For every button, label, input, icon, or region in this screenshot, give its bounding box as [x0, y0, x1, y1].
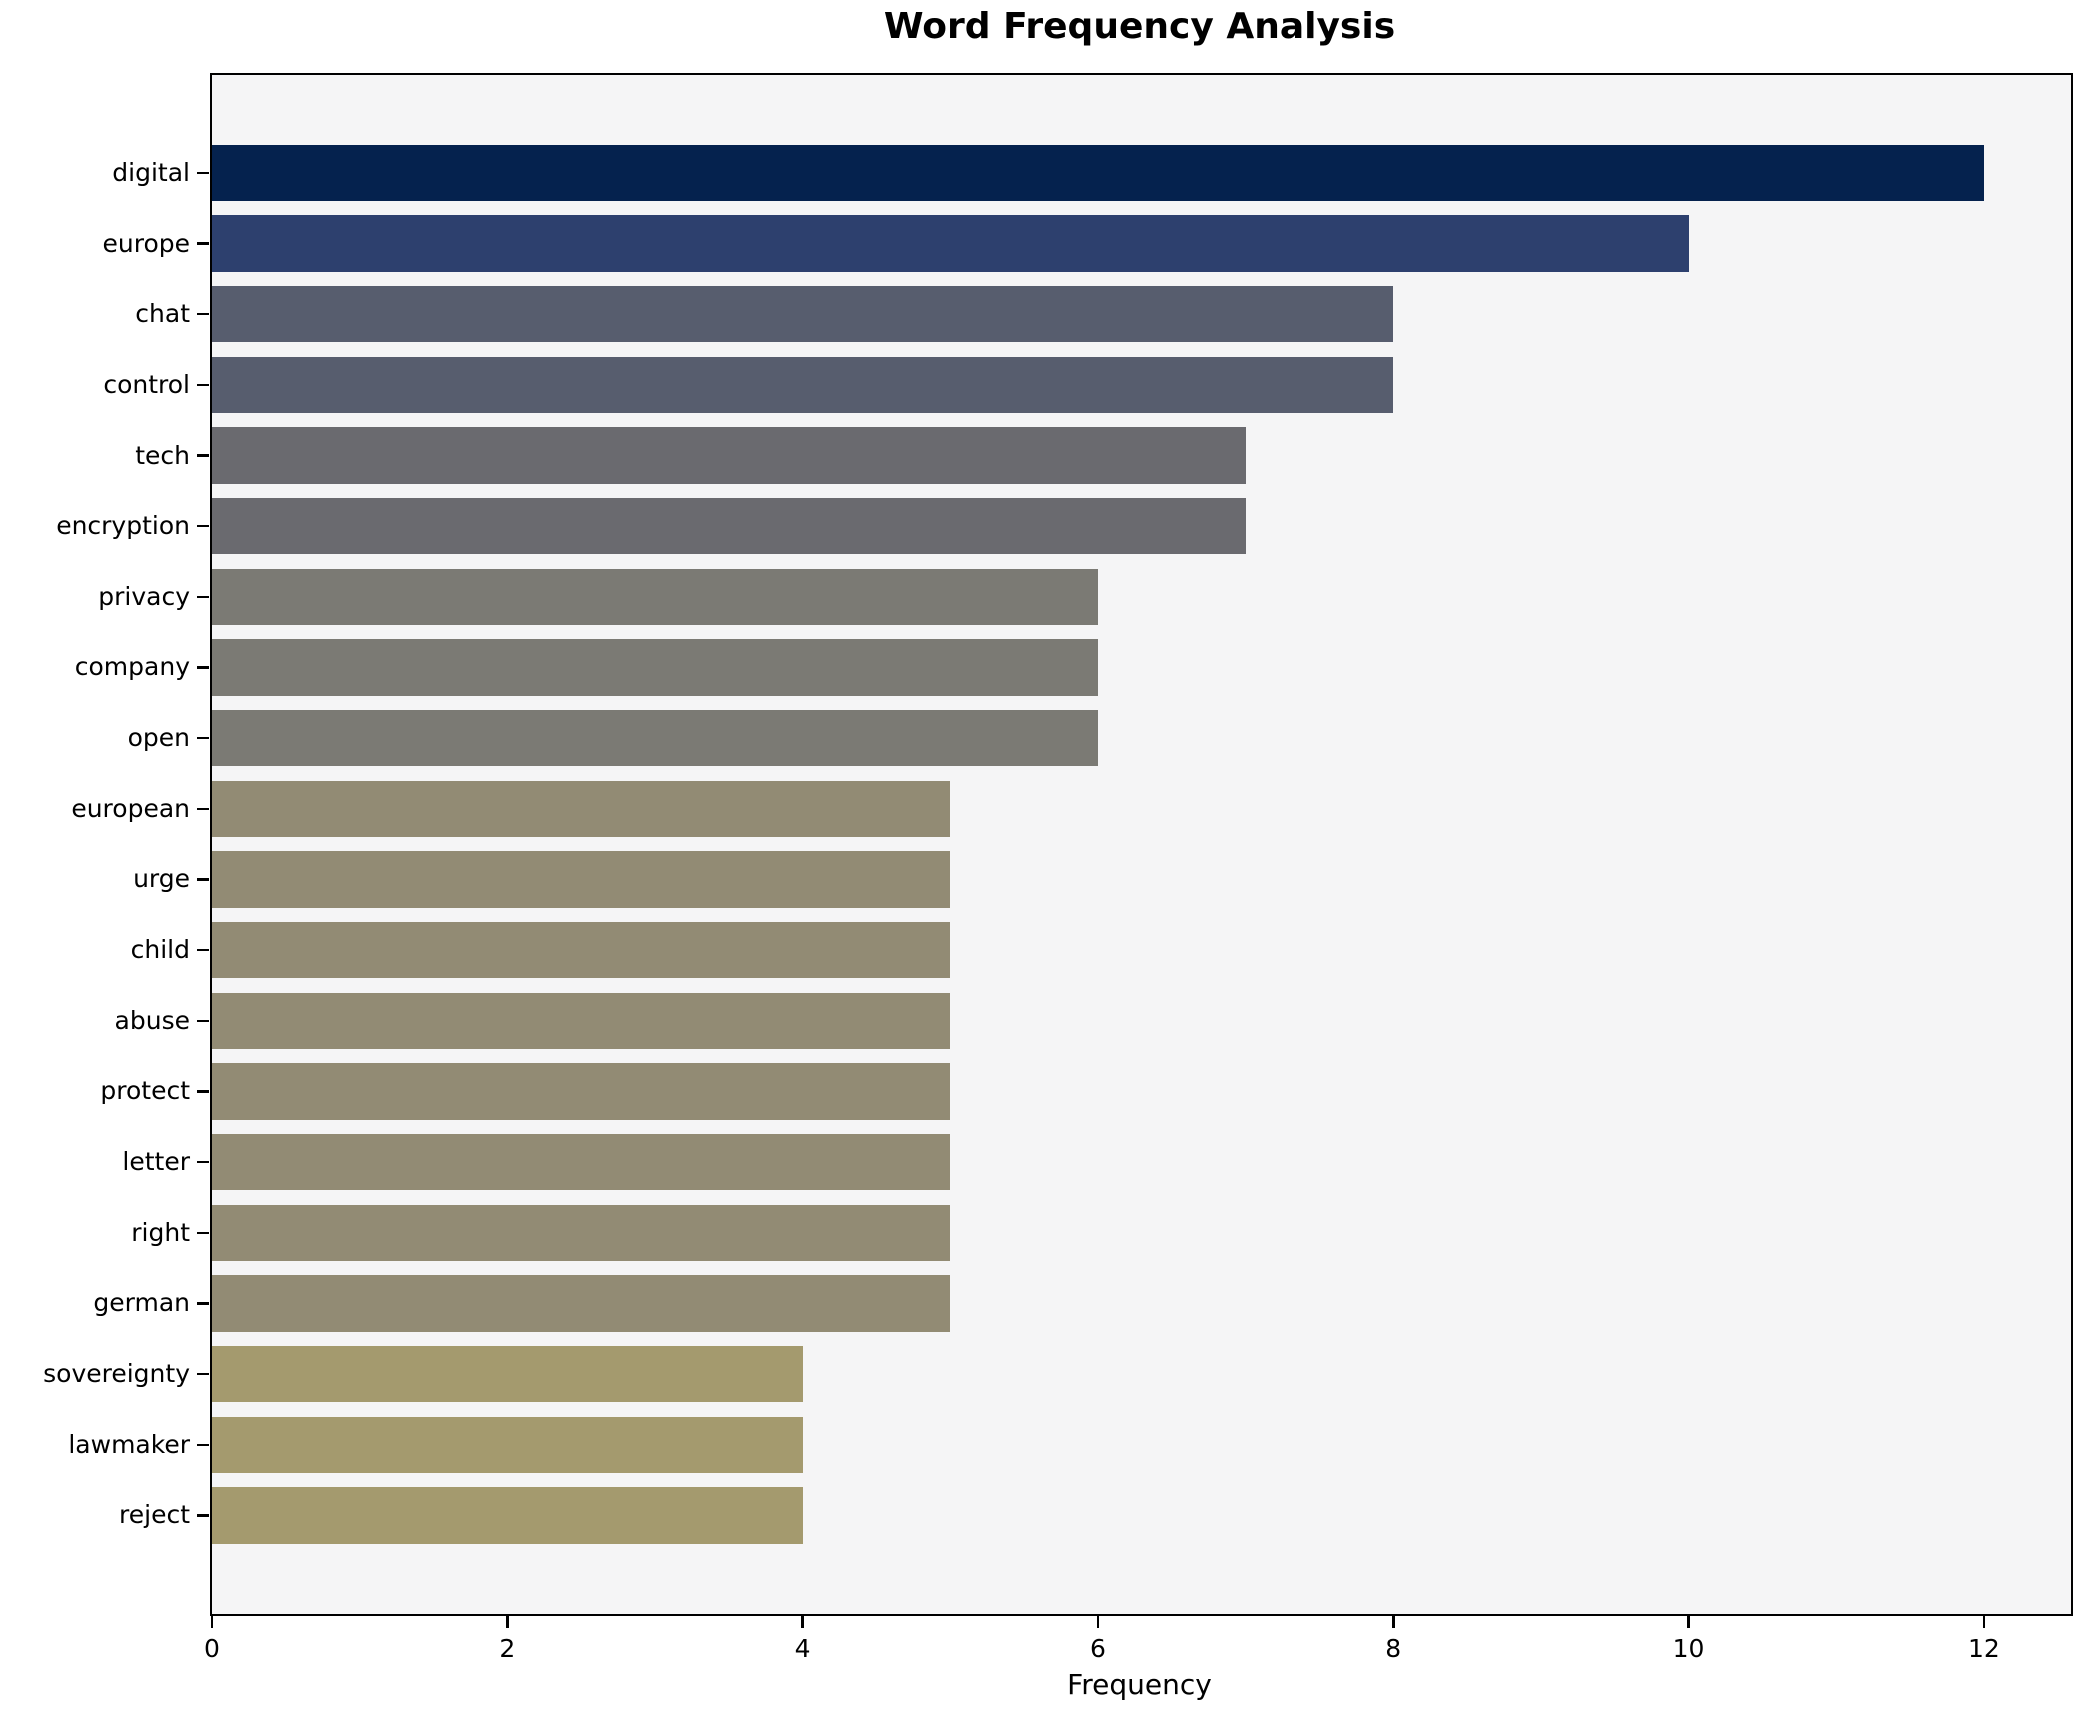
- y-tick-label: privacy: [98, 581, 190, 611]
- y-tick-mark: [197, 383, 209, 387]
- x-axis-label: Frequency: [1067, 1668, 1212, 1701]
- y-tick-mark: [197, 1514, 209, 1517]
- bar-right: [212, 1204, 951, 1262]
- bar-german: [212, 1275, 951, 1332]
- x-tick-label: 10: [1672, 1634, 1705, 1663]
- y-tick-label: tech: [135, 440, 190, 470]
- y-tick-mark: [197, 454, 209, 457]
- bar-digital: [212, 144, 1984, 202]
- y-tick-label: company: [74, 652, 190, 682]
- bar-open: [212, 709, 1098, 767]
- bar-european: [212, 780, 951, 838]
- y-tick-label: sovereignty: [43, 1359, 190, 1389]
- bar-chat: [212, 285, 1394, 343]
- y-tick-mark: [197, 878, 209, 881]
- y-tick-mark: [197, 1372, 209, 1376]
- y-tick-mark: [197, 666, 209, 669]
- y-tick-label: right: [131, 1217, 190, 1247]
- chart-title: Word Frequency Analysis: [883, 6, 1396, 47]
- y-tick-mark: [197, 242, 209, 245]
- bar-urge: [212, 851, 951, 908]
- y-tick-label: control: [103, 369, 190, 399]
- y-tick-mark: [197, 736, 209, 740]
- bar-protect: [212, 1063, 951, 1120]
- y-tick-mark: [197, 948, 209, 952]
- y-tick-label: german: [93, 1288, 190, 1318]
- bar-encryption: [212, 497, 1246, 555]
- x-tick-mark: [210, 1616, 214, 1628]
- y-tick-label: chat: [135, 299, 190, 329]
- y-tick-label: encryption: [56, 511, 190, 541]
- bar-letter: [212, 1133, 951, 1191]
- y-tick-mark: [197, 595, 209, 599]
- y-tick-label: open: [127, 723, 190, 753]
- x-tick-mark: [1982, 1616, 1986, 1628]
- x-tick-mark: [1096, 1616, 1100, 1628]
- y-tick-mark: [197, 1090, 209, 1093]
- y-tick-label: digital: [112, 157, 190, 187]
- bar-reject: [212, 1487, 803, 1544]
- y-tick-mark: [197, 171, 209, 175]
- y-tick-label: protect: [100, 1076, 190, 1106]
- bar-abuse: [212, 992, 951, 1050]
- plot-area: digital europe chat control tech encryption pr…: [43, 73, 2073, 1663]
- y-tick-label: child: [130, 935, 190, 965]
- y-tick-mark: [197, 1443, 209, 1447]
- bar-europe: [212, 215, 1689, 272]
- x-tick-label: 4: [794, 1634, 811, 1663]
- x-tick-label: 6: [1089, 1634, 1106, 1663]
- bar-control: [212, 356, 1394, 414]
- bar-company: [212, 639, 1098, 696]
- x-tick-mark: [506, 1616, 509, 1628]
- y-tick-label: europe: [102, 228, 191, 258]
- y-tick-label: lawmaker: [68, 1429, 190, 1459]
- y-tick-label: abuse: [114, 1005, 190, 1035]
- y-tick-mark: [197, 807, 209, 811]
- y-tick-mark: [197, 1160, 209, 1164]
- y-tick-label: urge: [133, 864, 190, 894]
- y-tick-mark: [197, 1019, 209, 1023]
- y-tick-label: reject: [119, 1500, 190, 1530]
- y-tick-mark: [197, 1231, 209, 1235]
- x-tick-label: 2: [499, 1634, 516, 1663]
- x-tick-mark: [1392, 1616, 1395, 1628]
- bar-privacy: [212, 568, 1098, 626]
- bar-lawmaker: [212, 1416, 803, 1474]
- y-tick-mark: [197, 312, 209, 316]
- x-tick-label: 0: [204, 1634, 220, 1663]
- y-tick-label: letter: [122, 1147, 190, 1177]
- y-tick-mark: [197, 1302, 209, 1305]
- x-tick-mark: [1687, 1616, 1690, 1628]
- y-tick-label: european: [71, 793, 190, 823]
- bar-child: [212, 921, 951, 979]
- bar-tech: [212, 427, 1246, 484]
- x-tick-label: 12: [1967, 1634, 2000, 1663]
- y-tick-mark: [197, 524, 209, 528]
- x-tick-mark: [801, 1616, 804, 1628]
- bar-sovereignty: [212, 1345, 803, 1403]
- x-tick-label: 8: [1385, 1634, 1402, 1663]
